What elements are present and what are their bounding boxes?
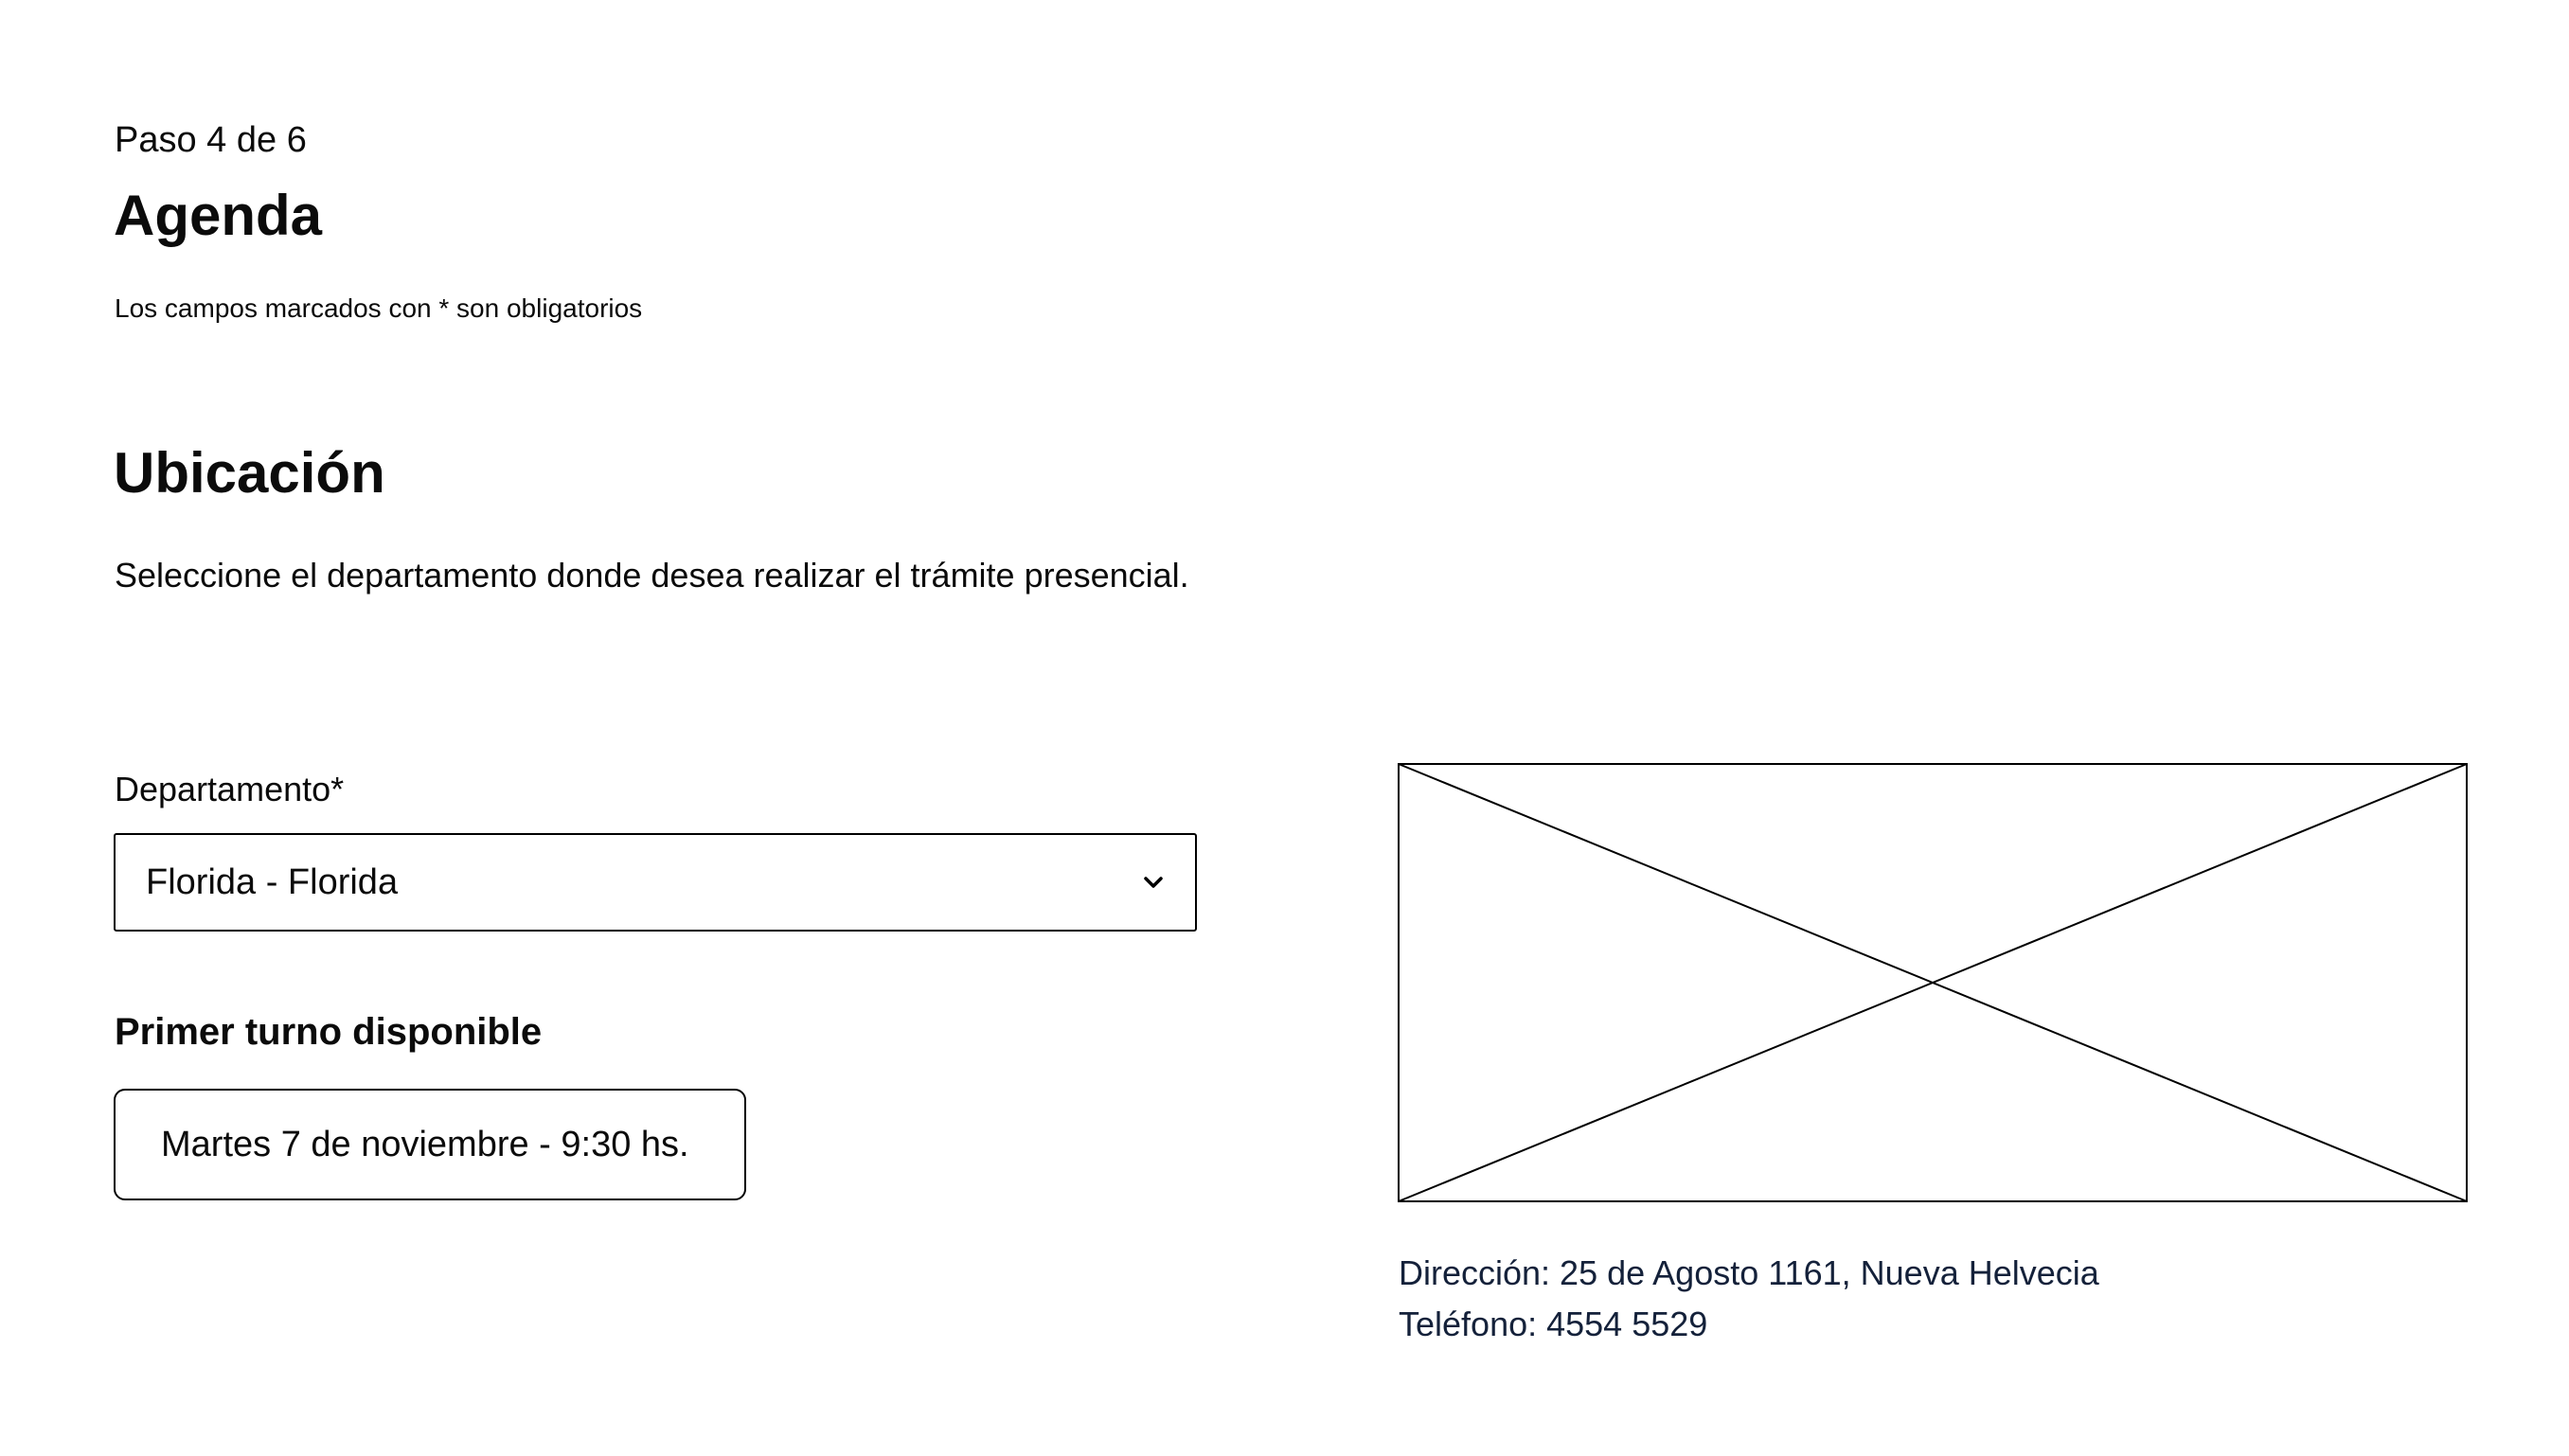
office-info: Dirección: 25 de Agosto 1161, Nueva Helv… <box>1399 1248 2099 1350</box>
office-phone: Teléfono: 4554 5529 <box>1399 1305 1708 1343</box>
page-title: Agenda <box>114 184 323 247</box>
section-description: Seleccione el departamento donde desea r… <box>115 556 1189 595</box>
department-label: Departamento* <box>115 770 345 808</box>
first-slot-box: Martes 7 de noviembre - 9:30 hs. <box>114 1089 746 1200</box>
first-slot-value: Martes 7 de noviembre - 9:30 hs. <box>161 1125 689 1164</box>
first-slot-heading: Primer turno disponible <box>115 1011 543 1053</box>
department-selected-value: Florida - Florida <box>146 862 399 902</box>
office-address: Dirección: 25 de Agosto 1161, Nueva Helv… <box>1399 1253 2099 1292</box>
section-title-location: Ubicación <box>114 441 385 505</box>
step-indicator: Paso 4 de 6 <box>115 120 307 160</box>
department-select[interactable]: Florida - Florida <box>114 833 1197 932</box>
chevron-down-icon <box>1138 867 1169 897</box>
image-placeholder-icon <box>1398 763 2468 1202</box>
required-fields-note: Los campos marcados con * son obligatori… <box>115 293 643 323</box>
